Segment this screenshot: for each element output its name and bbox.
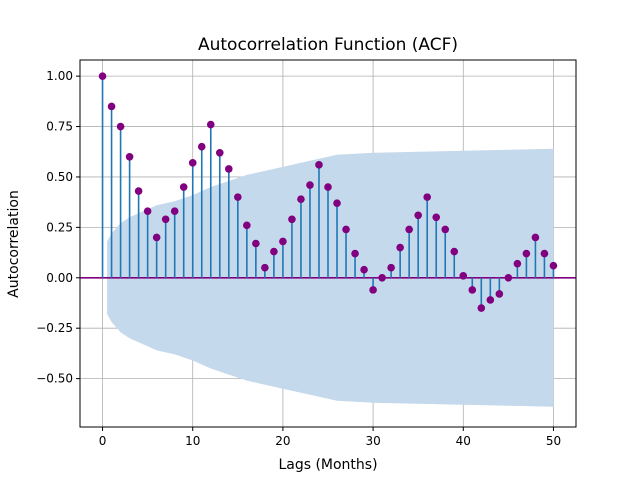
marker-lag-36	[423, 193, 432, 201]
marker-lag-40	[459, 271, 468, 280]
marker-lag-23	[306, 181, 314, 189]
stems	[101, 76, 555, 309]
y-tick-label-1: −0.25	[36, 321, 73, 335]
marker-lag-41	[468, 286, 477, 294]
marker-lag-20	[279, 237, 287, 246]
marker-lag-22	[297, 195, 305, 203]
marker-lag-31	[378, 273, 386, 282]
y-tick-label-6: 1.00	[46, 69, 73, 83]
marker-lag-25	[324, 183, 332, 191]
marker-lag-32	[387, 263, 395, 272]
marker-lag-43	[486, 296, 495, 304]
marker-lag-29	[360, 265, 368, 274]
chart-title: Autocorrelation Function (ACF)	[198, 35, 458, 55]
x-tick-label-3: 30	[365, 434, 380, 448]
y-tick-label-3: 0.25	[46, 220, 73, 234]
marker-lag-30	[369, 286, 377, 294]
marker-lag-2	[116, 122, 125, 131]
marker-lag-8	[170, 207, 179, 216]
marker-lag-38	[441, 225, 450, 234]
marker-lag-6	[152, 233, 161, 242]
y-tick-label-0: −0.50	[36, 372, 73, 386]
marker-lag-16	[243, 221, 251, 230]
x-tick-label-4: 40	[456, 434, 471, 448]
marker-lag-34	[405, 225, 413, 234]
marker-lag-42	[477, 304, 486, 312]
y-tick-label-5: 0.75	[46, 120, 73, 134]
marker-lag-37	[432, 213, 441, 222]
marker-lag-48	[531, 233, 540, 242]
marker-lag-49	[540, 249, 549, 258]
marker-lag-1	[107, 102, 116, 111]
marker-lag-45	[504, 273, 513, 282]
marker-lag-27	[342, 225, 350, 234]
x-tick-label-2: 20	[275, 434, 290, 448]
marker-lag-21	[288, 215, 296, 224]
marker-lag-5	[143, 207, 152, 216]
x-tick-label-1: 10	[185, 434, 200, 448]
marker-lag-19	[270, 247, 278, 256]
marker-lag-3	[125, 152, 134, 161]
marker-lag-46	[513, 259, 522, 268]
x-tick-label-5: 50	[546, 434, 561, 448]
markers	[98, 72, 558, 312]
y-tick-label-4: 0.50	[46, 170, 73, 184]
marker-lag-47	[522, 249, 531, 258]
marker-lag-0	[98, 72, 107, 80]
x-axis-ticks: 0 10 20 30 40 50	[99, 427, 561, 448]
y-axis-ticks: −0.50 −0.25 0.00 0.25 0.50 0.75 1.00	[36, 69, 80, 386]
marker-lag-18	[261, 263, 269, 272]
x-tick-label-0: 0	[99, 434, 107, 448]
marker-lag-17	[252, 239, 260, 248]
marker-lag-44	[495, 290, 504, 298]
marker-lag-26	[333, 199, 341, 207]
marker-lag-12	[206, 120, 215, 129]
marker-lag-4	[134, 187, 143, 195]
marker-lag-11	[197, 142, 206, 151]
marker-lag-35	[414, 211, 422, 220]
marker-lag-10	[188, 159, 197, 167]
plot-frame	[79, 59, 577, 428]
y-tick-label-2: 0.00	[46, 271, 73, 285]
marker-lag-7	[161, 215, 170, 224]
x-axis-label: Lags (Months)	[278, 457, 377, 473]
y-axis-label: Autocorrelation	[6, 190, 22, 298]
marker-lag-50	[549, 261, 558, 270]
marker-lag-14	[225, 165, 233, 173]
marker-lag-15	[234, 193, 242, 201]
marker-lag-33	[396, 243, 404, 252]
marker-lag-9	[179, 183, 188, 191]
marker-lag-13	[215, 148, 224, 157]
marker-lag-28	[351, 249, 359, 258]
marker-lag-39	[450, 247, 459, 256]
marker-lag-24	[315, 161, 323, 169]
